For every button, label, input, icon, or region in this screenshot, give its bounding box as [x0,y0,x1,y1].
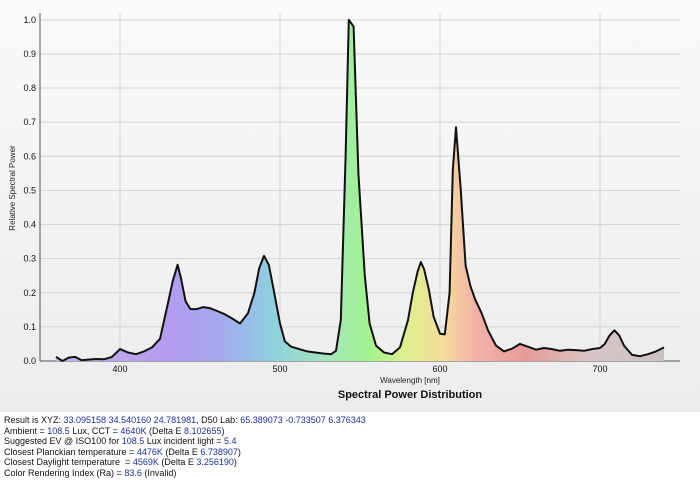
spectral-area-fill [56,19,664,362]
ev-value: 5.4 [224,436,237,447]
y-axis-label: Relative Spectral Power [8,145,17,231]
x-tick-label: 500 [272,364,287,374]
cri-value: 83.6 [124,467,142,478]
y-tick-label: 0.3 [23,254,36,264]
ambient-lux-value: 108.5 [47,425,70,436]
spectral-curve-line [55,18,665,362]
lab-value: 65.389073 -0.733507 6.376343 [240,415,366,425]
y-tick-label: 1.0 [23,15,36,25]
y-tick-label: 0.8 [23,83,36,93]
planckian-delta-value: 6.738907 [200,446,238,457]
y-tick-label: 0.4 [23,220,36,230]
planckian-line: Closest Planckian temperature = 4476K (D… [4,446,241,457]
y-tick-label: 0.7 [23,117,36,127]
ev-lux-value: 108.5 [121,436,145,447]
y-tick-label: 0.5 [23,185,36,195]
results-panel: Result is XYZ: 33.095158 34.540160 24.78… [0,412,700,480]
cri-line: Color Rendering Index (Ra) = 83.6 (Inval… [4,467,177,478]
planckian-temp-value: 4476K [136,446,163,457]
axis-ticks: 0.0 0.1 0.2 0.3 0.4 0.5 0.6 0.7 0.8 0.9 1.0 400 500 6… [23,15,607,374]
result-xyz-line: Result is XYZ: 33.095158 34.540160 24.78… [4,415,366,425]
y-tick-label: 0.9 [23,49,36,59]
suggested-ev-line: Suggested EV @ ISO100 for 108.5 Lux inci… [4,436,237,447]
x-tick-label: 600 [432,364,447,374]
spectral-power-chart: 0.0 0.1 0.2 0.3 0.4 0.5 0.6 0.7 0.8 0.9 1.0 400 500 6… [8,13,680,401]
ambient-line: Ambient = 108.5 Lux, CCT = 4640K (Delta … [4,425,225,436]
cct-value: 4640K [120,425,147,436]
x-tick-label: 400 [112,364,127,374]
daylight-delta-value: 3.256190 [196,457,234,468]
daylight-temp-value: 4569K [132,457,159,468]
x-tick-label: 700 [592,364,607,374]
chart-panel: 0.0 0.1 0.2 0.3 0.4 0.5 0.6 0.7 0.8 0.9 1.0 400 500 6… [0,0,700,412]
xyz-value: 33.095158 34.540160 24.781981 [63,415,197,425]
cct-delta-value: 8.102655 [183,425,222,436]
y-tick-label: 0.0 [23,356,36,366]
y-tick-label: 0.2 [23,288,36,298]
x-axis-label: Wavelength [nm] [380,376,440,385]
y-tick-label: 0.6 [23,151,36,161]
chart-title: Spectral Power Distribution [338,389,483,401]
daylight-line: Closest Daylight temperature = 4569K (De… [4,457,237,468]
y-tick-label: 0.1 [23,322,36,332]
